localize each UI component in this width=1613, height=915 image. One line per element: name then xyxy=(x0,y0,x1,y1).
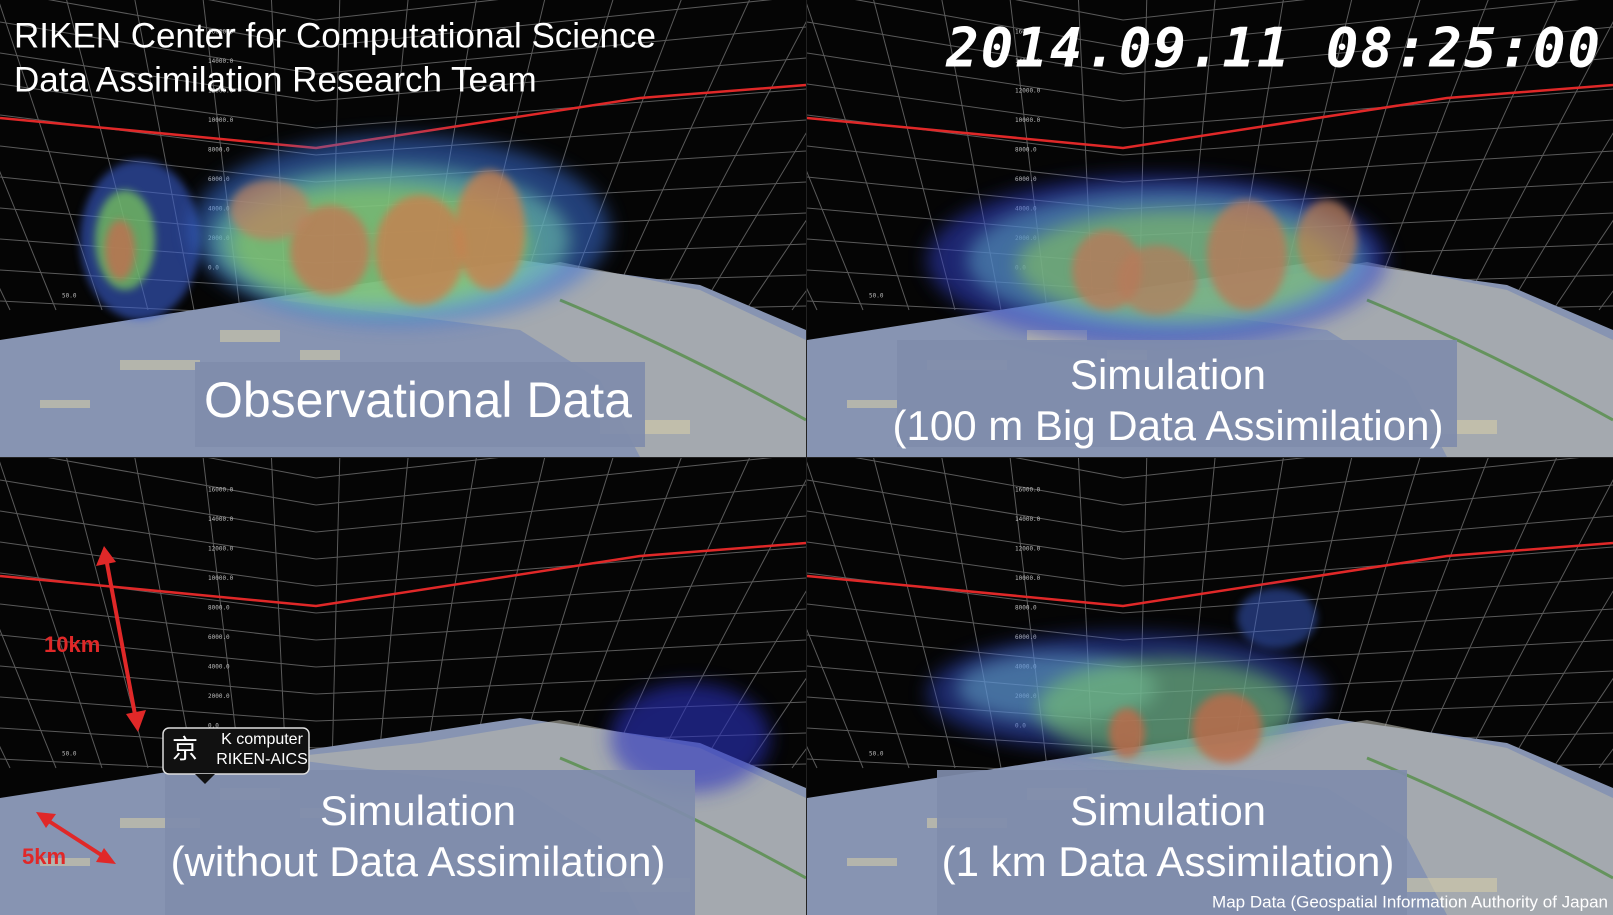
caption: (100 m Big Data Assimilation) xyxy=(893,402,1444,449)
cloud xyxy=(105,220,135,280)
axis-label: 16000.0 xyxy=(208,487,234,494)
logo-text: RIKEN-AICS xyxy=(216,751,308,768)
axis-label: 12000.0 xyxy=(1015,88,1041,95)
caption: Simulation xyxy=(320,787,516,834)
axis-label: 8000.0 xyxy=(1015,147,1037,154)
axis-label: 10000.0 xyxy=(208,117,234,124)
cloud xyxy=(1109,708,1145,758)
ground-label: 50.0 xyxy=(62,293,77,300)
map-patch xyxy=(40,400,90,408)
axis-label: 6000.0 xyxy=(1015,176,1037,183)
caption: (1 km Data Assimilation) xyxy=(942,838,1395,885)
cloud xyxy=(375,195,465,305)
map-patch xyxy=(120,360,200,370)
axis-label: 8000.0 xyxy=(208,605,230,612)
header-title: RIKEN Center for Computational Science xyxy=(14,16,656,55)
axis-label: 2000.0 xyxy=(208,693,230,700)
axis-label: 14000.0 xyxy=(1015,516,1041,523)
axis-label: 6000.0 xyxy=(208,634,230,641)
axis-label: 12000.0 xyxy=(1015,546,1041,553)
credit: Map Data (Geospatial Information Authori… xyxy=(1212,892,1608,911)
cloud xyxy=(1117,245,1197,315)
map-patch xyxy=(300,350,340,360)
axis-label: 10000.0 xyxy=(1015,117,1041,124)
axis-label: 10000.0 xyxy=(208,575,234,582)
ground-label: 50.0 xyxy=(869,293,884,300)
cloud xyxy=(455,170,525,290)
logo-text: K computer xyxy=(221,731,303,748)
axis-label: 14000.0 xyxy=(208,516,234,523)
scale-label: 5km xyxy=(22,844,66,869)
map-patch xyxy=(1407,878,1497,892)
divider xyxy=(0,457,1613,458)
axis-label: 4000.0 xyxy=(208,664,230,671)
video-frame: 16000.0 14000.0 12000.0 10000.0 8000.0 6000.0… xyxy=(0,0,1613,915)
axis-label: 10000.0 xyxy=(1015,575,1041,582)
axis-label: 16000.0 xyxy=(1015,487,1041,494)
caption: (without Data Assimilation) xyxy=(171,838,666,885)
map-patch xyxy=(847,858,897,866)
timestamp: 2014.09.11 08:25:00 xyxy=(945,17,1602,80)
axis-label: 8000.0 xyxy=(208,147,230,154)
header-subtitle: Data Assimilation Research Team xyxy=(14,60,537,99)
caption: Simulation xyxy=(1070,787,1266,834)
cloud xyxy=(1192,693,1262,763)
map-patch xyxy=(847,400,897,408)
logo-mark: 京 xyxy=(172,735,198,765)
ground-label: 50.0 xyxy=(869,751,884,758)
cloud xyxy=(1297,200,1357,280)
cloud xyxy=(1237,588,1317,648)
scale-label: 10km xyxy=(44,632,100,657)
cloud xyxy=(1207,200,1287,310)
caption: Observational Data xyxy=(204,372,632,428)
map-patch xyxy=(220,330,280,342)
axis-label: 8000.0 xyxy=(1015,605,1037,612)
cloud xyxy=(230,180,310,240)
caption: Simulation xyxy=(1070,351,1266,398)
ground-label: 50.0 xyxy=(62,751,77,758)
axis-label: 12000.0 xyxy=(208,546,234,553)
